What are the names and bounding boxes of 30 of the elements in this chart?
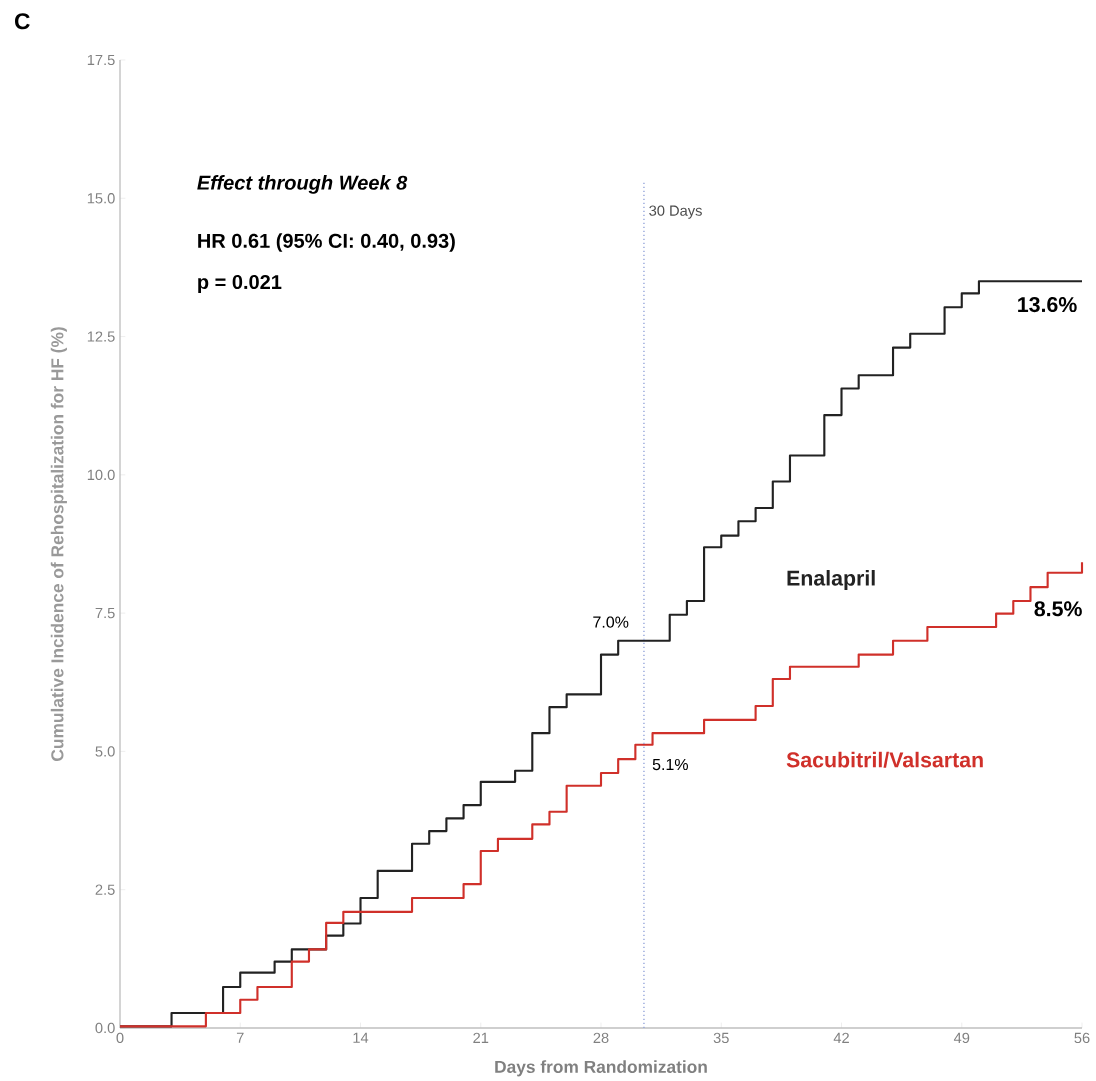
- y-tick-label: 7.5: [95, 608, 115, 619]
- annotation: Effect through Week 8: [197, 175, 408, 194]
- y-tick-label: 12.5: [87, 331, 115, 342]
- annotation: p = 0.021: [198, 274, 282, 294]
- y-tick-label: 17.5: [87, 54, 115, 66]
- x-tick-label: 7: [236, 1032, 244, 1043]
- x-tick-label: 21: [473, 1032, 489, 1043]
- y-tick-label: 0.0: [95, 1022, 115, 1034]
- y-tick-label: 15.0: [87, 193, 115, 204]
- x-tick-label: 0: [116, 1032, 124, 1044]
- annotation: 7.0%: [593, 616, 629, 628]
- text: Sacubitril/Valsartan: [786, 751, 983, 768]
- ref-line-label: 30 Days: [649, 205, 702, 219]
- y-tick-label: 5.0: [95, 746, 115, 757]
- x-tick-label: 42: [833, 1032, 849, 1043]
- y-tick-label: 2.5: [95, 884, 115, 895]
- annotation: HR 0.61 (95% CI: 0.40, 0.93): [198, 233, 455, 252]
- x-tick-label: 28: [593, 1032, 609, 1044]
- text: C: [15, 13, 30, 30]
- x-tick-label: 49: [953, 1032, 970, 1044]
- x-tick-label: 14: [353, 1032, 369, 1043]
- text: Enalapril: [787, 570, 875, 590]
- x-tick-label: 35: [713, 1032, 729, 1044]
- annotation: 5.1%: [652, 758, 688, 771]
- y-axis-title: Cumulative Incidence of Rehospitalization for HF (%): [50, 327, 67, 761]
- annotation: 8.5%: [1034, 601, 1082, 617]
- y-tick-label: 10.0: [87, 469, 115, 481]
- annotation: 13.6%: [1018, 297, 1077, 313]
- x-axis-title: Days from Randomization: [495, 1060, 707, 1077]
- x-tick-label: 56: [1074, 1032, 1090, 1044]
